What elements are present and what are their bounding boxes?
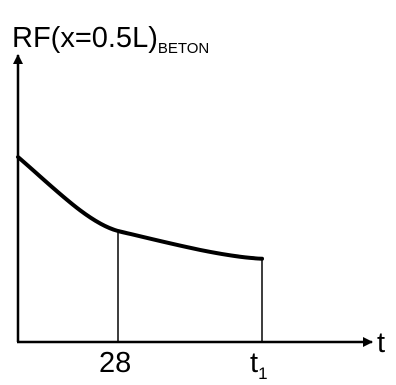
x-axis-label: t	[377, 327, 385, 359]
y-axis-label-subscript: BETON	[158, 40, 209, 57]
tick-label-t1-main: t	[250, 347, 258, 379]
y-axis-label: RF(x=0.5L)BETON	[12, 22, 209, 57]
series-line	[16, 155, 264, 261]
tick-label-28: 28	[99, 347, 131, 379]
tick-label-t1-subscript: 1	[258, 364, 267, 383]
tick-label-t1: t1	[250, 347, 268, 383]
y-axis-label-main: RF(x=0.5L)	[12, 22, 158, 54]
